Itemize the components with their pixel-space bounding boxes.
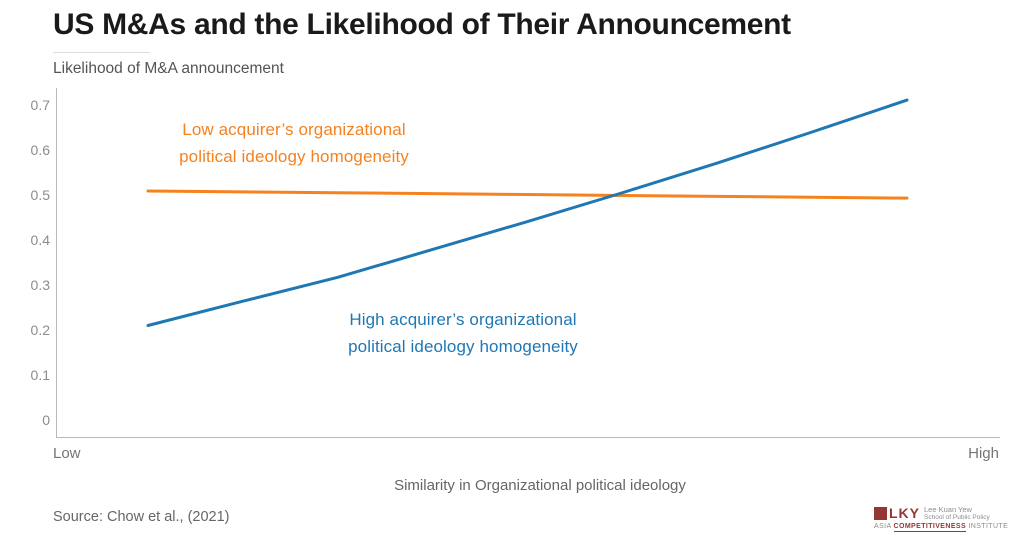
y-tick-label: 0.3 (30, 277, 50, 293)
lky-aci-logo: LKY Lee Kuan Yew School of Public Policy… (874, 505, 1008, 532)
logo-institute-prefix: Asia (874, 523, 892, 530)
logo-school-name: Lee Kuan Yew School of Public Policy (924, 504, 990, 521)
annotation-low-line1: Low acquirer’s organizational (182, 120, 406, 139)
logo-acronym: LKY (889, 505, 920, 521)
y-tick-label: 0 (42, 412, 50, 428)
source-credit: Source: Chow et al., (2021) (53, 509, 230, 525)
logo-top-row: LKY Lee Kuan Yew School of Public Policy (874, 505, 1002, 521)
logo-institute-row: Asia Competitiveness Institute (874, 523, 1008, 532)
x-axis-label-high: High (968, 445, 999, 462)
logo-school-line2: School of Public Policy (924, 513, 990, 521)
logo-square-mark (874, 506, 887, 520)
x-axis-label-low: Low (53, 445, 81, 462)
y-tick-label: 0.6 (30, 142, 50, 158)
y-tick-label: 0.7 (30, 97, 50, 113)
y-tick-label: 0.2 (30, 322, 50, 338)
annotation-low-line2: political ideology homogeneity (179, 147, 409, 166)
x-axis-title: Similarity in Organizational political i… (394, 477, 686, 494)
y-tick-label: 0.5 (30, 187, 50, 203)
y-tick-label: 0.1 (30, 367, 50, 383)
y-axis-labels: 0 0.1 0.2 0.3 0.4 0.5 0.6 0.7 (0, 0, 50, 538)
annotation-high-line2: political ideology homogeneity (348, 337, 578, 356)
annotation-high-homogeneity: High acquirer’s organizational political… (313, 306, 613, 360)
page-title: US M&As and the Likelihood of Their Anno… (53, 8, 791, 41)
y-axis-title: Likelihood of M&A announcement (53, 60, 284, 77)
logo-institute-suffix: Institute (968, 523, 1009, 530)
annotation-high-line1: High acquirer’s organizational (349, 310, 577, 329)
title-divider (53, 52, 150, 53)
annotation-low-homogeneity: Low acquirer’s organizational political … (149, 116, 439, 170)
logo-institute-highlight: Competitiveness (893, 523, 967, 532)
plot-area (56, 88, 1000, 438)
logo-school-line1: Lee Kuan Yew (924, 504, 972, 514)
y-tick-label: 0.4 (30, 232, 50, 248)
